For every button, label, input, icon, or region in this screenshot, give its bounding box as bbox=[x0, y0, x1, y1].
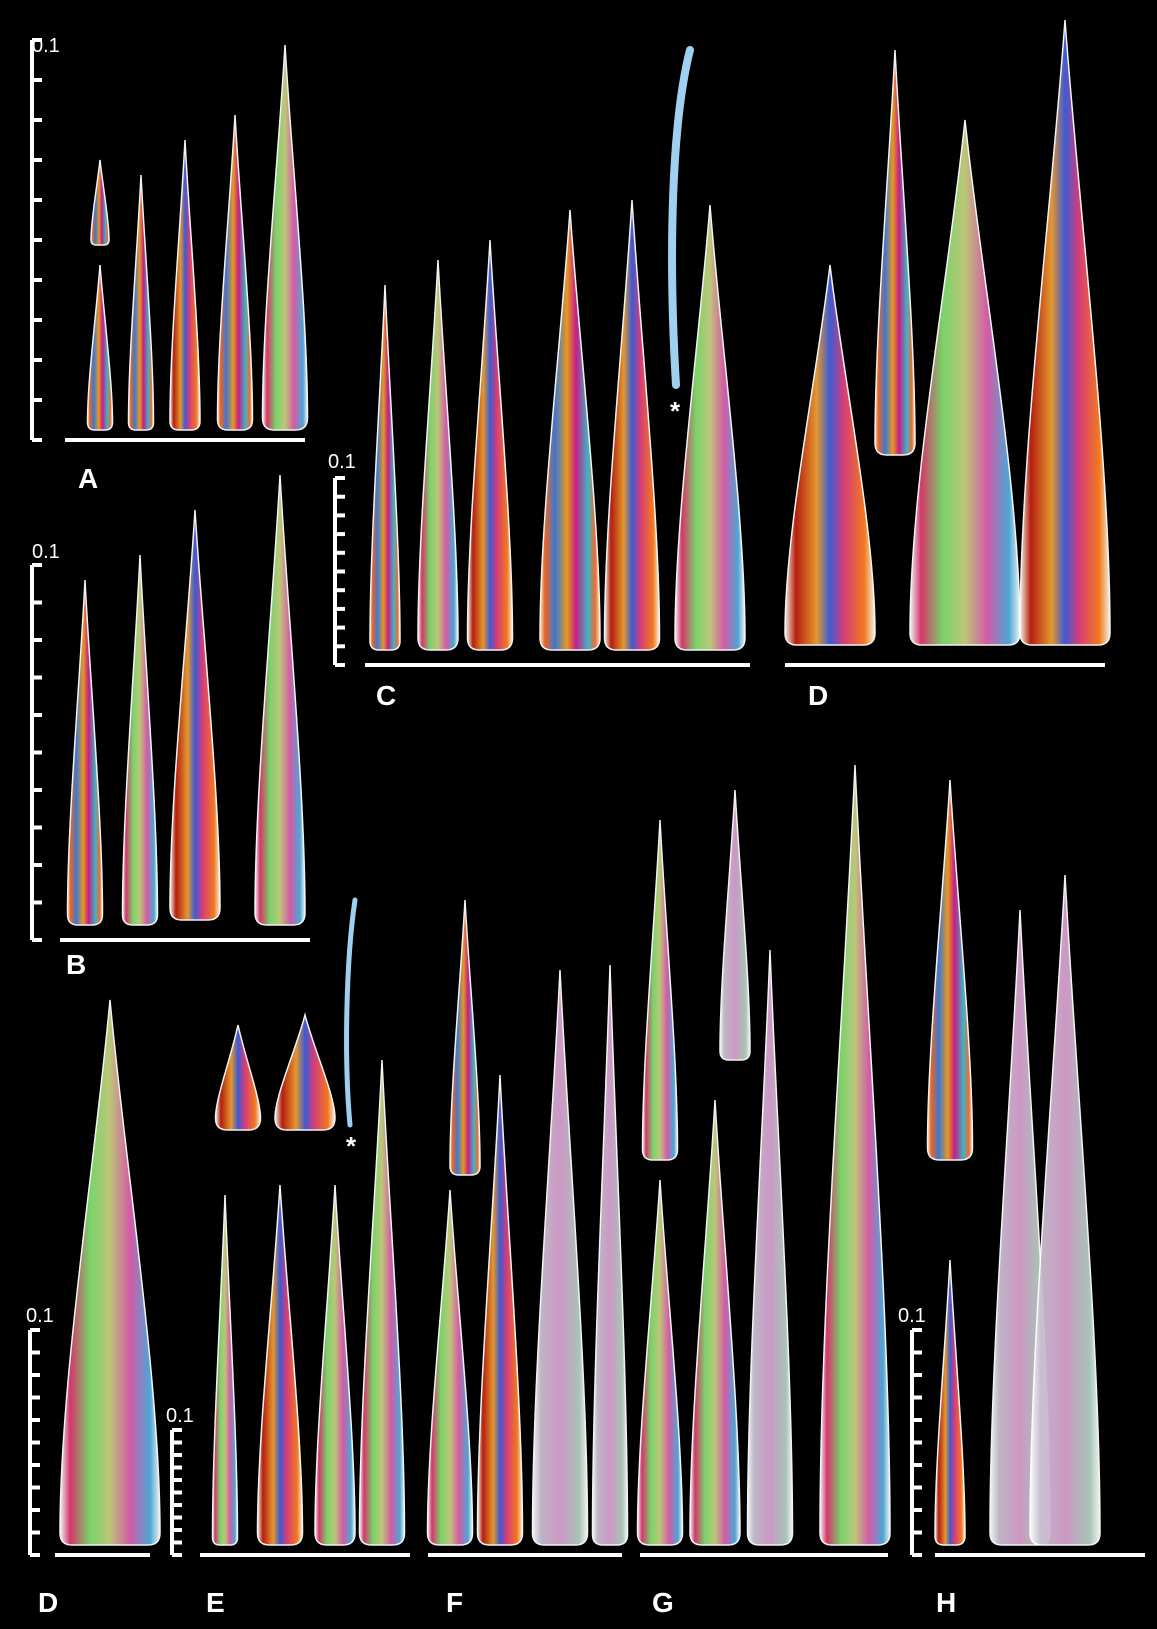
spine bbox=[169, 139, 201, 431]
spine bbox=[121, 554, 159, 926]
spine bbox=[531, 969, 589, 1546]
asterisk: * bbox=[346, 1131, 357, 1161]
scale-label: 0.1 bbox=[328, 451, 356, 473]
spine bbox=[674, 204, 746, 651]
spine bbox=[746, 949, 794, 1546]
panel-label: A bbox=[78, 463, 98, 494]
panel-label: D bbox=[808, 680, 828, 711]
spine bbox=[719, 789, 751, 1061]
spine bbox=[1019, 19, 1111, 646]
scale-label: 0.1 bbox=[26, 1305, 54, 1327]
spines bbox=[59, 19, 1111, 1546]
spine bbox=[476, 1074, 524, 1546]
spine bbox=[314, 1184, 356, 1546]
spine bbox=[668, 46, 694, 389]
spine bbox=[211, 1194, 239, 1546]
panel-label: H bbox=[936, 1587, 956, 1618]
spine bbox=[254, 474, 306, 926]
spine bbox=[90, 159, 110, 246]
spine bbox=[214, 1024, 262, 1131]
scale-label: 0.1 bbox=[32, 541, 60, 563]
asterisk: * bbox=[670, 396, 681, 426]
panel-label: F bbox=[446, 1587, 463, 1618]
scale-label: 0.1 bbox=[32, 35, 60, 57]
spine bbox=[417, 259, 459, 651]
panel-label: D bbox=[38, 1587, 58, 1618]
panel-label: E bbox=[206, 1587, 225, 1618]
spine bbox=[539, 209, 601, 651]
spine bbox=[127, 174, 155, 431]
spine bbox=[449, 899, 481, 1176]
spine bbox=[216, 114, 254, 431]
spine bbox=[909, 119, 1021, 646]
spine bbox=[358, 1059, 406, 1546]
scale-label: 0.1 bbox=[898, 1305, 926, 1327]
spine bbox=[934, 1259, 966, 1546]
spine bbox=[641, 819, 679, 1161]
spine bbox=[369, 284, 401, 651]
panel-label: B bbox=[66, 949, 86, 980]
spine bbox=[274, 1012, 336, 1131]
spine bbox=[926, 779, 974, 1161]
scale-bars bbox=[28, 38, 1145, 1557]
spine bbox=[169, 509, 221, 921]
spine bbox=[426, 1189, 474, 1546]
spine bbox=[784, 264, 876, 646]
spine bbox=[466, 239, 514, 651]
scale-label: 0.1 bbox=[166, 1405, 194, 1427]
spine bbox=[591, 964, 629, 1546]
spine bbox=[261, 44, 309, 431]
panel-label: C bbox=[376, 680, 396, 711]
spine bbox=[1029, 874, 1101, 1546]
spine bbox=[256, 1184, 304, 1546]
spine bbox=[66, 579, 104, 926]
spine bbox=[344, 897, 358, 1128]
spine bbox=[86, 264, 114, 431]
spine bbox=[689, 1099, 741, 1546]
spine bbox=[59, 999, 161, 1546]
spine bbox=[874, 49, 916, 456]
spine bbox=[603, 199, 661, 651]
spine bbox=[819, 764, 891, 1546]
spine bbox=[636, 1179, 684, 1546]
panel-label: G bbox=[652, 1587, 674, 1618]
